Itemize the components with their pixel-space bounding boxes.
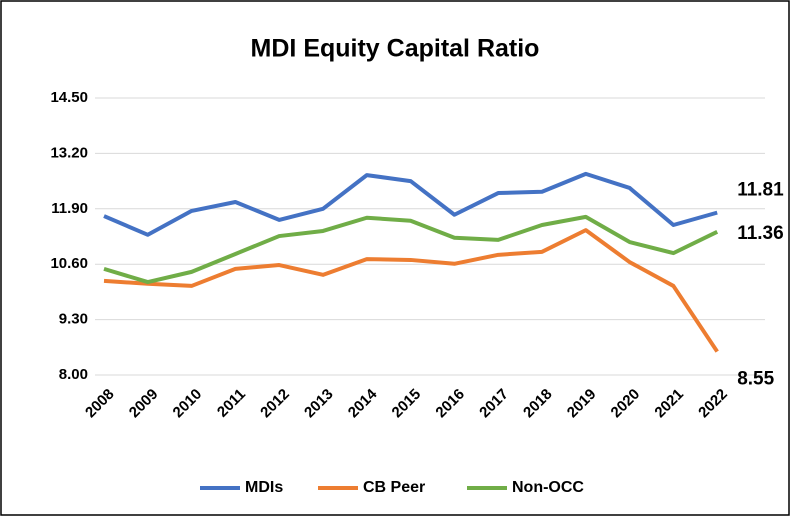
y-tick-label: 13.20 [50,144,88,161]
chart-title: MDI Equity Capital Ratio [251,35,540,63]
y-tick-label: 9.30 [59,311,88,328]
legend-label: Non-OCC [512,479,584,496]
series-line [103,171,718,237]
legend-label: MDIs [245,479,283,496]
data-label: 11.36 [737,223,784,244]
data-label: 11.81 [737,180,784,201]
y-tick-label: 10.60 [50,255,88,272]
series-line [103,214,719,285]
series-line [103,228,719,353]
y-tick-label: 8.00 [59,366,88,383]
y-tick-label: 14.50 [50,89,88,106]
y-tick-label: 11.90 [51,200,88,217]
legend-label: CB Peer [363,479,425,496]
data-label: 8.55 [737,369,774,390]
